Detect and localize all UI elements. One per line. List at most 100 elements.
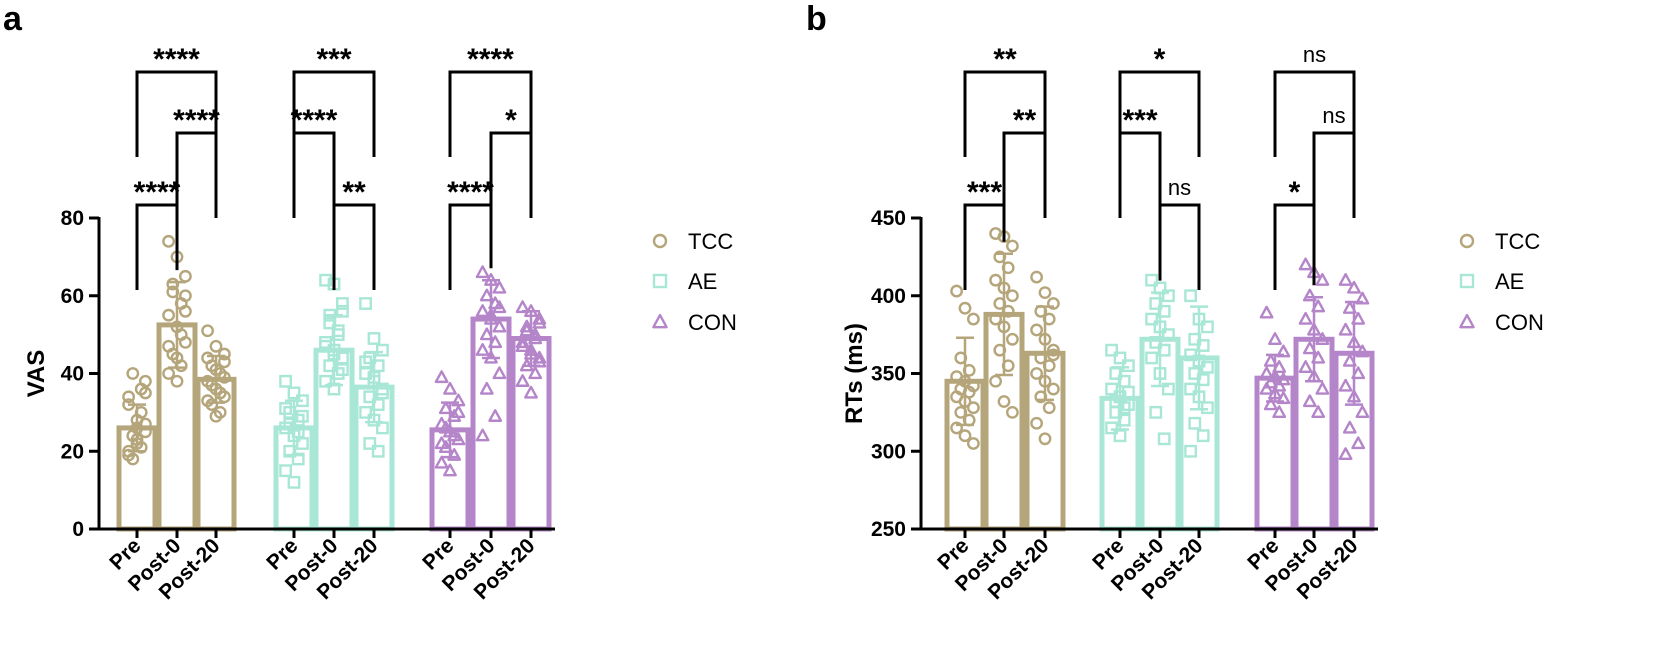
- data-point: [359, 355, 372, 369]
- legend-marker-ae: [1459, 273, 1475, 289]
- data-point: [1268, 332, 1282, 345]
- data-point: [492, 300, 507, 314]
- y-tick-label: 350: [871, 363, 906, 386]
- data-point: [1276, 344, 1291, 358]
- data-point: [166, 285, 180, 299]
- data-point: [367, 413, 381, 427]
- panel-b-letter: b: [806, 0, 827, 38]
- data-point: [1038, 432, 1052, 446]
- data-point: [515, 339, 530, 352]
- significance-bracket: [1273, 203, 1316, 290]
- significance-bracket: [175, 131, 218, 218]
- data-point: [1006, 289, 1019, 303]
- data-point: [1113, 429, 1127, 443]
- y-tick-label: 80: [61, 207, 84, 230]
- data-point: [1121, 385, 1135, 399]
- data-point: [1342, 353, 1357, 367]
- significance-bracket: [448, 203, 493, 290]
- data-point: [519, 319, 534, 333]
- data-point: [1153, 367, 1167, 380]
- data-point: [162, 339, 176, 353]
- significance-bracket: [489, 131, 533, 218]
- data-point: [515, 300, 530, 314]
- data-point: [130, 421, 144, 435]
- data-point: [126, 367, 140, 380]
- data-point: [336, 363, 349, 377]
- significance-label: **: [993, 43, 1017, 76]
- data-point: [376, 421, 389, 435]
- data-point: [1298, 360, 1313, 373]
- significance-label: ns: [1322, 103, 1345, 128]
- significance-label: ****: [291, 104, 338, 137]
- data-point: [492, 280, 507, 294]
- data-point: [166, 277, 180, 291]
- data-point: [484, 273, 498, 286]
- data-point: [371, 398, 385, 411]
- data-point: [1184, 444, 1198, 458]
- data-point: [475, 342, 490, 356]
- significance-label: **: [342, 176, 366, 209]
- data-point: [323, 308, 337, 322]
- data-point: [1006, 332, 1019, 346]
- data-point: [950, 284, 963, 298]
- data-point: [1161, 382, 1175, 396]
- data-point: [434, 370, 449, 384]
- data-point: [492, 366, 507, 380]
- data-point: [1161, 289, 1175, 303]
- data-point: [205, 378, 219, 392]
- data-point: [1351, 366, 1366, 380]
- data-point: [1311, 299, 1326, 313]
- data-point: [1200, 320, 1214, 334]
- data-point: [1298, 257, 1313, 271]
- data-point: [1030, 416, 1044, 430]
- data-point: [447, 428, 462, 442]
- data-point: [438, 401, 453, 415]
- significance-bracket: [1158, 203, 1201, 290]
- data-point: [484, 311, 498, 325]
- data-point: [1030, 367, 1044, 380]
- data-point: [1117, 413, 1131, 427]
- y-tick-label: 400: [871, 285, 906, 308]
- data-point: [1001, 359, 1015, 373]
- significance-bracket: [1312, 131, 1356, 218]
- data-point: [1034, 304, 1048, 318]
- data-point: [967, 437, 980, 450]
- data-point: [327, 347, 341, 361]
- data-point: [178, 269, 192, 283]
- data-point: [174, 328, 188, 342]
- data-point: [1030, 270, 1044, 284]
- data-point: [1315, 332, 1330, 345]
- data-point: [1109, 367, 1123, 380]
- data-point: [376, 386, 389, 400]
- data-point: [162, 234, 176, 248]
- data-point: [170, 374, 184, 388]
- data-point: [1038, 374, 1052, 388]
- data-point: [1153, 320, 1167, 334]
- data-point: [1157, 432, 1171, 446]
- data-point: [447, 447, 462, 461]
- y-tick-label: 40: [61, 363, 84, 386]
- data-point: [438, 440, 453, 454]
- data-point: [524, 304, 538, 317]
- data-point: [1347, 280, 1361, 294]
- data-point: [1117, 401, 1131, 415]
- data-point: [488, 409, 503, 422]
- data-point: [1047, 348, 1060, 362]
- data-point: [1192, 390, 1206, 404]
- data-point: [1196, 373, 1210, 387]
- data-point: [528, 366, 543, 380]
- data-point: [954, 351, 968, 365]
- data-point: [1298, 311, 1313, 325]
- legend: TCC AE CON: [652, 229, 737, 335]
- data-point: [1311, 350, 1326, 364]
- data-point: [1355, 291, 1370, 305]
- data-point: [488, 335, 503, 349]
- data-point: [1200, 401, 1214, 415]
- data-point: [1268, 369, 1282, 383]
- data-point: [997, 320, 1011, 334]
- data-point: [331, 324, 345, 338]
- data-point: [967, 312, 980, 326]
- data-point: [319, 273, 332, 287]
- y-tick-label: 20: [61, 440, 84, 463]
